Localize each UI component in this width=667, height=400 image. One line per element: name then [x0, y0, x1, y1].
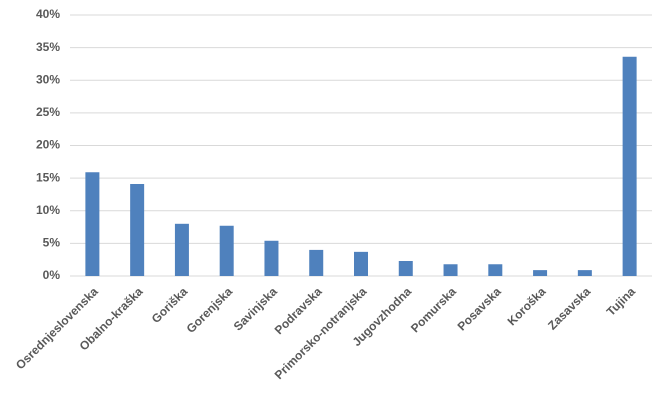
- bar: [398, 260, 413, 276]
- y-tick-label: 10%: [36, 203, 60, 217]
- y-tick-label: 0%: [43, 268, 61, 282]
- bar: [622, 56, 637, 277]
- x-tick-label: Koroška: [505, 284, 549, 328]
- y-tick-label: 20%: [36, 138, 60, 152]
- y-tick-label: 25%: [36, 105, 60, 119]
- bar: [309, 249, 324, 276]
- bar: [264, 240, 279, 276]
- y-tick-label: 35%: [36, 40, 60, 54]
- x-tick-label: Tujina: [604, 284, 638, 318]
- bar: [130, 183, 145, 276]
- bar: [577, 270, 592, 276]
- bar: [443, 264, 458, 276]
- x-tick-label: Osrednjeslovenska: [13, 284, 101, 372]
- y-tick-label: 40%: [36, 7, 60, 21]
- x-tick-label: Posavska: [455, 284, 504, 333]
- x-tick-label: Gorenjska: [184, 284, 236, 336]
- x-tick-label: Goriška: [149, 284, 191, 326]
- bar: [488, 264, 503, 276]
- y-tick-label: 15%: [36, 170, 60, 184]
- bar: [219, 225, 234, 276]
- bar: [354, 251, 368, 276]
- x-tick-label: Zasavska: [545, 284, 593, 332]
- y-tick-label: 5%: [43, 236, 61, 250]
- y-tick-label: 30%: [36, 72, 60, 86]
- bar: [533, 270, 548, 276]
- bar: [85, 172, 100, 276]
- x-tick-label: Pomurska: [408, 284, 459, 335]
- bar: [174, 223, 189, 276]
